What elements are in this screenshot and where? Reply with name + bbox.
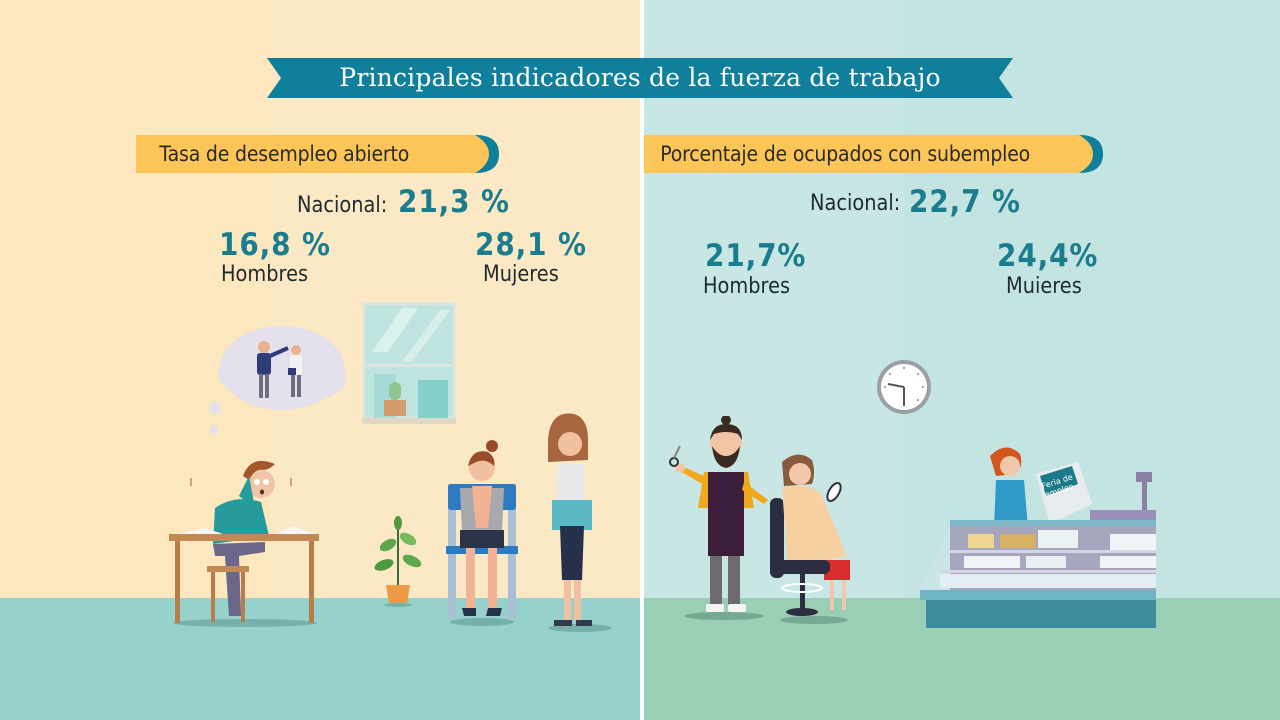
potted-plant-illustration [374, 516, 422, 607]
deli-counter-illustration: Feria de empleo [920, 447, 1156, 628]
stressed-man-illustration [169, 460, 319, 627]
section-title-pill: Tasa de desempleo abierto [136, 135, 499, 173]
underemployment-panel: Feria de empleo Porcentaje de ocupados c… [644, 0, 1280, 720]
national-label: Nacional: [810, 191, 901, 216]
barber-illustration [669, 416, 768, 620]
men-value: 21,7% [705, 238, 807, 274]
women-label: Mujeres [483, 262, 559, 287]
section-title: Tasa de desempleo abierto [159, 142, 410, 166]
floor [0, 598, 640, 720]
unemployment-panel: Tasa de desempleo abierto Nacional: 21,3… [0, 0, 640, 720]
ribbon-shape [267, 58, 1013, 98]
seated-woman-illustration [446, 440, 518, 626]
national-label: Nacional: [297, 193, 388, 218]
pill-cap-icon [475, 135, 499, 173]
pill-cap-icon [1079, 135, 1103, 173]
thought-bubble-illustration [209, 326, 346, 434]
men-label: Hombres [703, 274, 791, 299]
men-label: Hombres [221, 262, 309, 287]
national-value: 22,7 % [909, 184, 1021, 220]
page-title: Principales indicadores de la fuerza de … [339, 63, 941, 92]
section-title-pill: Porcentaje de ocupados con subempleo [644, 135, 1103, 173]
standing-woman-illustration [548, 413, 612, 632]
women-label: Muieres [1006, 274, 1082, 299]
panel-divider [640, 0, 644, 720]
national-value: 21,3 % [398, 184, 510, 220]
wall-shade [904, 0, 1280, 600]
window-illustration [362, 302, 456, 424]
men-value: 16,8 % [219, 227, 331, 263]
women-value: 28,1 % [475, 227, 587, 263]
women-value: 24,4% [997, 238, 1099, 274]
clock-icon [877, 360, 931, 414]
section-title: Porcentaje de ocupados con subempleo [660, 142, 1031, 166]
salon-client-illustration [770, 454, 850, 624]
title-banner: Principales indicadores de la fuerza de … [267, 58, 1013, 98]
